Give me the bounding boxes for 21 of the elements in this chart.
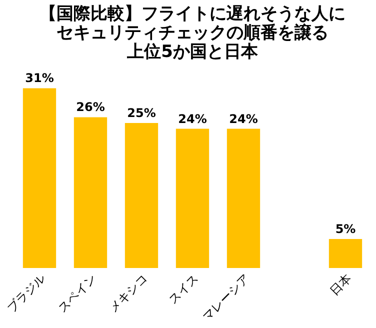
- data-label: 24%: [178, 112, 207, 126]
- bar: [226, 128, 260, 268]
- x-tick-label: スペイン: [55, 271, 99, 315]
- bar: [176, 128, 210, 268]
- bar: [74, 117, 108, 268]
- x-tick-label: メキシコ: [106, 271, 150, 315]
- x-tick-label: マレーシア: [200, 271, 252, 324]
- text: 【国際比較】フライトに遅れそうな人に: [40, 4, 346, 24]
- data-label: 31%: [25, 71, 54, 86]
- data-label: 25%: [127, 106, 156, 120]
- bar: [328, 239, 362, 268]
- bar: [124, 123, 158, 268]
- data-label: 5%: [335, 222, 356, 236]
- x-tick-label: スイス: [166, 271, 201, 306]
- data-label: 26%: [76, 100, 105, 114]
- x-tick-label: 日本: [327, 271, 354, 298]
- bar: [22, 88, 56, 268]
- text: セキュリティチェックの順番を譲る: [56, 23, 328, 43]
- x-tick-label: ブラジル: [4, 271, 48, 315]
- data-label: 24%: [229, 112, 258, 126]
- text: 上位5か国と日本: [127, 42, 258, 62]
